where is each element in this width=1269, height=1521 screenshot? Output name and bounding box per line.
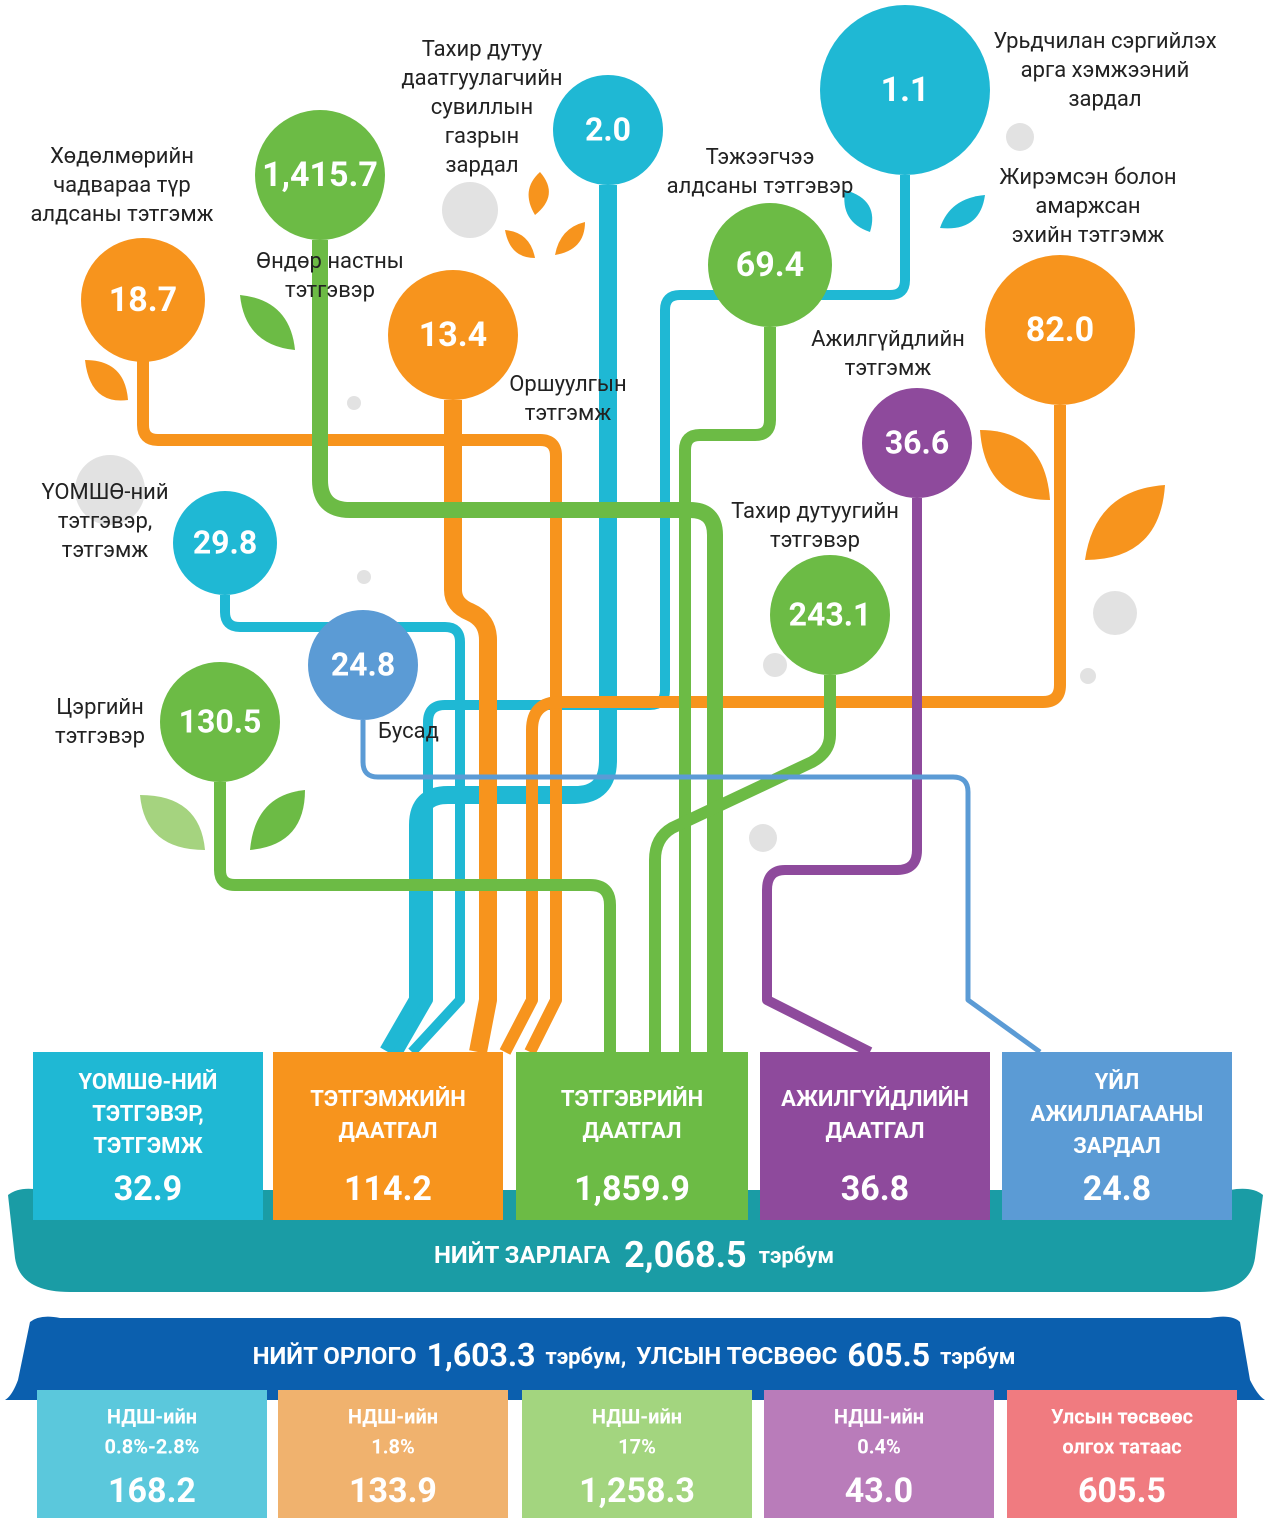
node-label: тэтгэмж (62, 538, 149, 563)
fund-title: ТЭТГЭВЭР, (92, 1102, 204, 1127)
expense-value: 2,068.5 (624, 1234, 747, 1276)
node-value: 69.4 (736, 245, 804, 285)
source-label: 1.8% (371, 1434, 415, 1458)
node-value: 130.5 (179, 702, 262, 740)
node-value: 243.1 (789, 595, 872, 633)
fund-title: ҮОМШӨ-НИЙ (79, 1069, 218, 1095)
node-label: зардал (1068, 87, 1141, 112)
node-value: 13.4 (419, 315, 487, 355)
source-label: 0.4% (857, 1434, 901, 1458)
node-label: Ажилгүйдлийн (811, 327, 965, 352)
node-label: Тахир дутуу (422, 37, 543, 62)
source-label: 17% (618, 1434, 656, 1458)
budget-label: УЛСЫН ТӨСВӨӨС (636, 1342, 837, 1370)
source-value: 605.5 (1078, 1471, 1166, 1511)
node-label: тэтгэвэр (285, 278, 375, 303)
node-label: арга хэмжээний (1021, 58, 1190, 83)
fund-title: ТЭТГЭМЖИЙН (310, 1086, 466, 1112)
node-label: ҮОМШӨ-ний (41, 480, 168, 505)
fund-title: ДААТГАЛ (582, 1119, 681, 1144)
node-label: газрын (445, 124, 520, 149)
node-value: 29.8 (193, 523, 257, 561)
fund-title: ДААТГАЛ (825, 1119, 924, 1144)
source-value: 133.9 (349, 1471, 437, 1511)
node-label: даатгуулагчийн (401, 66, 562, 91)
source-label: Улсын төсвөөс (1051, 1404, 1193, 1428)
node-label: Жирэмсэн болон (999, 165, 1176, 190)
branches (143, 175, 1060, 1052)
node-value: 1,415.7 (262, 155, 378, 195)
income-label: НИЙТ ОРЛОГО (253, 1342, 417, 1370)
source-label: НДШ-ийн (348, 1404, 438, 1428)
branch (685, 327, 770, 1052)
node-label: сувиллын (431, 95, 533, 120)
fund-value: 1,859.9 (574, 1169, 690, 1209)
fund-title: АЖИЛГҮЙДЛИЙН (781, 1086, 969, 1112)
node-value: 24.8 (331, 645, 395, 683)
budget-unit: тэрбум (940, 1345, 1015, 1370)
source-value: 43.0 (845, 1471, 913, 1511)
expense-label: НИЙТ ЗАРЛАГА (434, 1241, 611, 1269)
node-label: алдсаны тэтгэмж (30, 202, 213, 227)
source-value: 168.2 (108, 1471, 196, 1511)
node-label: амаржсан (1035, 194, 1140, 219)
fund-title: АЖИЛЛАГААНЫ (1031, 1102, 1204, 1127)
node-label: Өндөр настны (256, 249, 404, 274)
node-value: 18.7 (109, 280, 177, 320)
node-label: зардал (445, 153, 518, 178)
income-value: 1,603.3 (427, 1336, 536, 1374)
node-label: тэтгэвэр, (58, 509, 152, 534)
infographic: НИЙТ ОРЛОГО 1,603.3 тэрбум, УЛСЫН ТӨСВӨӨ… (0, 0, 1269, 1521)
node-label: чадвараа түр (53, 173, 191, 198)
page: НИЙТ ОРЛОГО 1,603.3 тэрбум, УЛСЫН ТӨСВӨӨ… (0, 0, 1269, 1521)
source-label: НДШ-ийн (107, 1404, 197, 1428)
income-ribbon (5, 1317, 1265, 1400)
source-label: 0.8%-2.8% (105, 1434, 200, 1458)
fund-title: ТЭТГЭМЖ (93, 1134, 202, 1159)
node-label: Тэжээгчээ (706, 145, 815, 170)
fund-title: ҮЙЛ (1095, 1069, 1140, 1095)
node-label: Тахир дутуугийн (731, 499, 899, 524)
node-label: тэтгэвэр (55, 724, 145, 749)
source-label: олгох татаас (1062, 1434, 1181, 1458)
node-label: Урьдчилан сэргийлэх (993, 29, 1216, 54)
node-label: Бусад (378, 719, 439, 744)
fund-title: ЗАРДАЛ (1073, 1134, 1161, 1159)
node-label: тэтгэмж (525, 401, 612, 426)
fund-value: 32.9 (114, 1169, 182, 1209)
node-label: тэтгэвэр (770, 528, 860, 553)
node-label: эхийн тэтгэмж (1012, 223, 1165, 248)
node-label: Хөдөлмөрийн (50, 144, 194, 169)
node-value: 1.1 (881, 70, 930, 110)
fund-title: ТЭТГЭВРИЙН (561, 1086, 703, 1112)
node-label: Цэргийн (56, 695, 144, 720)
income-unit: тэрбум, (546, 1345, 627, 1370)
source-label: НДШ-ийн (592, 1404, 682, 1428)
node-value: 82.0 (1026, 310, 1094, 350)
expense-unit: тэрбум (759, 1244, 834, 1269)
fund-value: 24.8 (1083, 1169, 1151, 1209)
fund-value: 114.2 (344, 1169, 432, 1209)
fund-title: ДААТГАЛ (338, 1119, 437, 1144)
fund-value: 36.8 (841, 1169, 909, 1209)
source-value: 1,258.3 (579, 1471, 695, 1511)
node-value: 36.6 (885, 423, 949, 461)
node-label: тэтгэмж (845, 356, 932, 381)
node-label: алдсаны тэтгэвэр (667, 174, 854, 199)
source-label: НДШ-ийн (834, 1404, 924, 1428)
budget-value: 605.5 (847, 1336, 930, 1374)
node-label: Оршуулгын (509, 372, 626, 397)
node-value: 2.0 (585, 110, 631, 148)
